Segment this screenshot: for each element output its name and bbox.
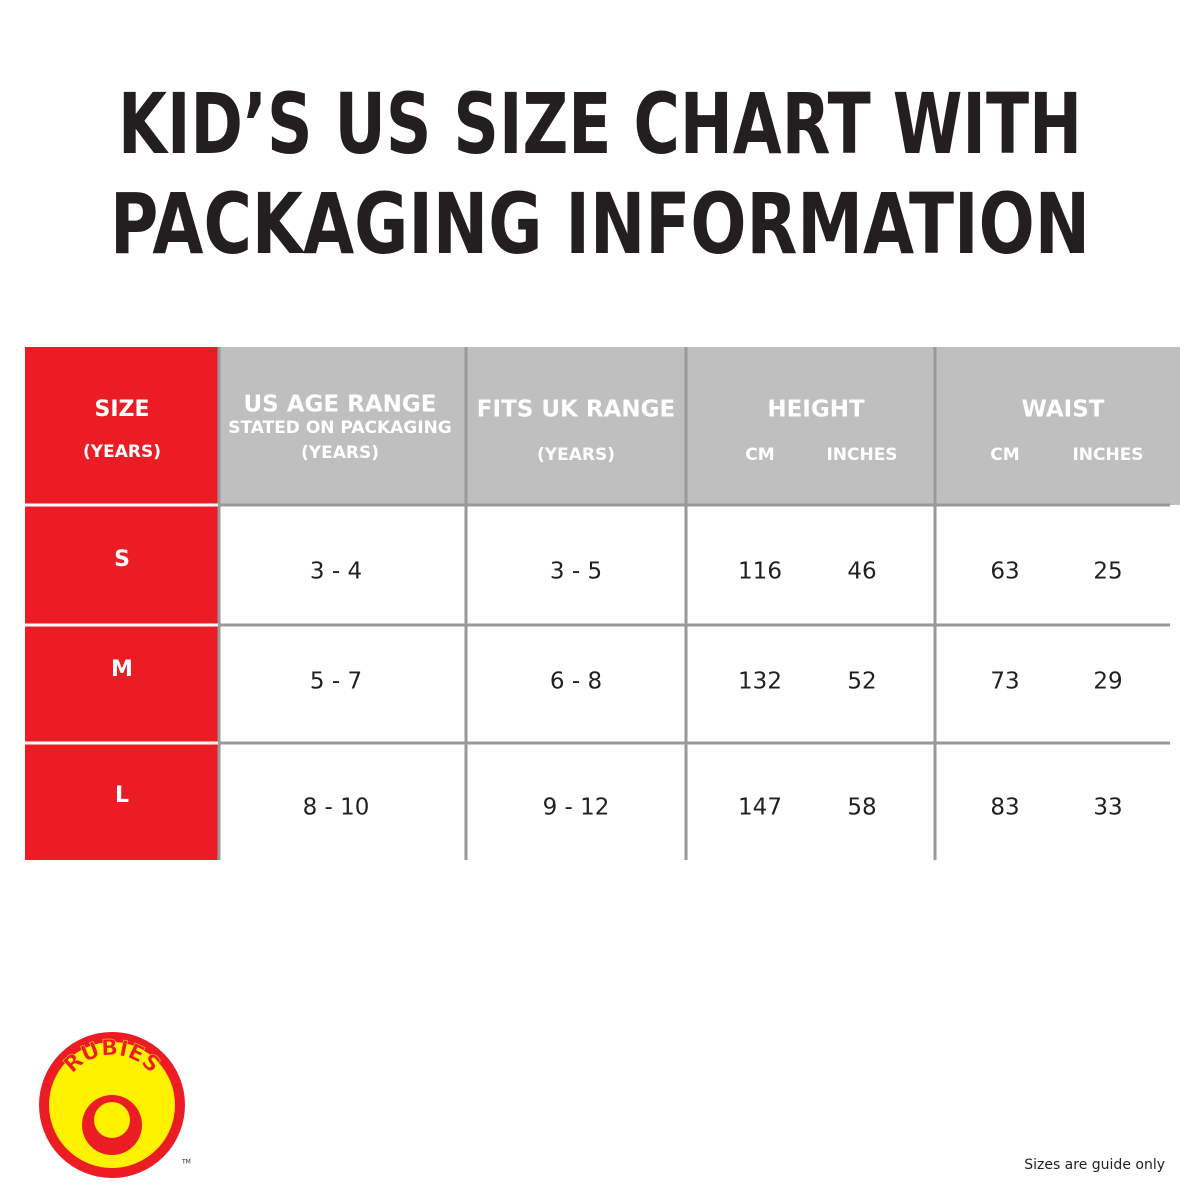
cell: 6 - 8 bbox=[550, 669, 602, 695]
column-header: WAIST bbox=[1022, 397, 1105, 423]
title-line: PACKAGING INFORMATION bbox=[110, 175, 1090, 273]
size-label: S bbox=[114, 547, 130, 572]
column-header: HEIGHT bbox=[767, 397, 865, 423]
column-subheader: (YEARS) bbox=[537, 445, 615, 465]
column-subheader: INCHES bbox=[826, 445, 897, 465]
grid bbox=[217, 347, 1170, 860]
column-header: SIZE bbox=[94, 397, 149, 422]
cell: 73 bbox=[990, 669, 1019, 695]
cell: 29 bbox=[1093, 669, 1122, 695]
cell: 52 bbox=[847, 669, 876, 695]
cell: 9 - 12 bbox=[543, 795, 610, 821]
cell: 58 bbox=[847, 795, 876, 821]
cell: 3 - 4 bbox=[310, 559, 362, 585]
title-line: KID’S US SIZE CHART WITH bbox=[118, 75, 1082, 173]
column-subheader: (YEARS) bbox=[301, 443, 379, 463]
footer-note: Sizes are guide only bbox=[1024, 1157, 1165, 1173]
logo: RUBIES TM bbox=[39, 1032, 191, 1178]
size-label: L bbox=[115, 783, 129, 808]
cell: 46 bbox=[847, 559, 876, 585]
size-column-bg bbox=[25, 347, 218, 860]
cell: 8 - 10 bbox=[303, 795, 370, 821]
cell: 83 bbox=[990, 795, 1019, 821]
column-header: FITS UK RANGE bbox=[477, 397, 675, 423]
column-subheader: STATED ON PACKAGING bbox=[228, 418, 452, 438]
column-subheader: CM bbox=[745, 445, 774, 465]
header-bg bbox=[218, 347, 1180, 505]
column-subheader: CM bbox=[990, 445, 1019, 465]
cell: 147 bbox=[738, 795, 782, 821]
cell: 5 - 7 bbox=[310, 669, 362, 695]
size-label: M bbox=[111, 657, 133, 682]
logo-tm: TM bbox=[181, 1159, 191, 1166]
cell: 116 bbox=[738, 559, 782, 585]
column-header: US AGE RANGE bbox=[244, 392, 437, 418]
cell: 63 bbox=[990, 559, 1019, 585]
column-subheader: (YEARS) bbox=[83, 442, 161, 462]
cell: 33 bbox=[1093, 795, 1122, 821]
cell: 25 bbox=[1093, 559, 1122, 585]
cell: 132 bbox=[738, 669, 782, 695]
cell: 3 - 5 bbox=[550, 559, 602, 585]
column-subheader: INCHES bbox=[1072, 445, 1143, 465]
logo-face-inner bbox=[94, 1102, 130, 1138]
